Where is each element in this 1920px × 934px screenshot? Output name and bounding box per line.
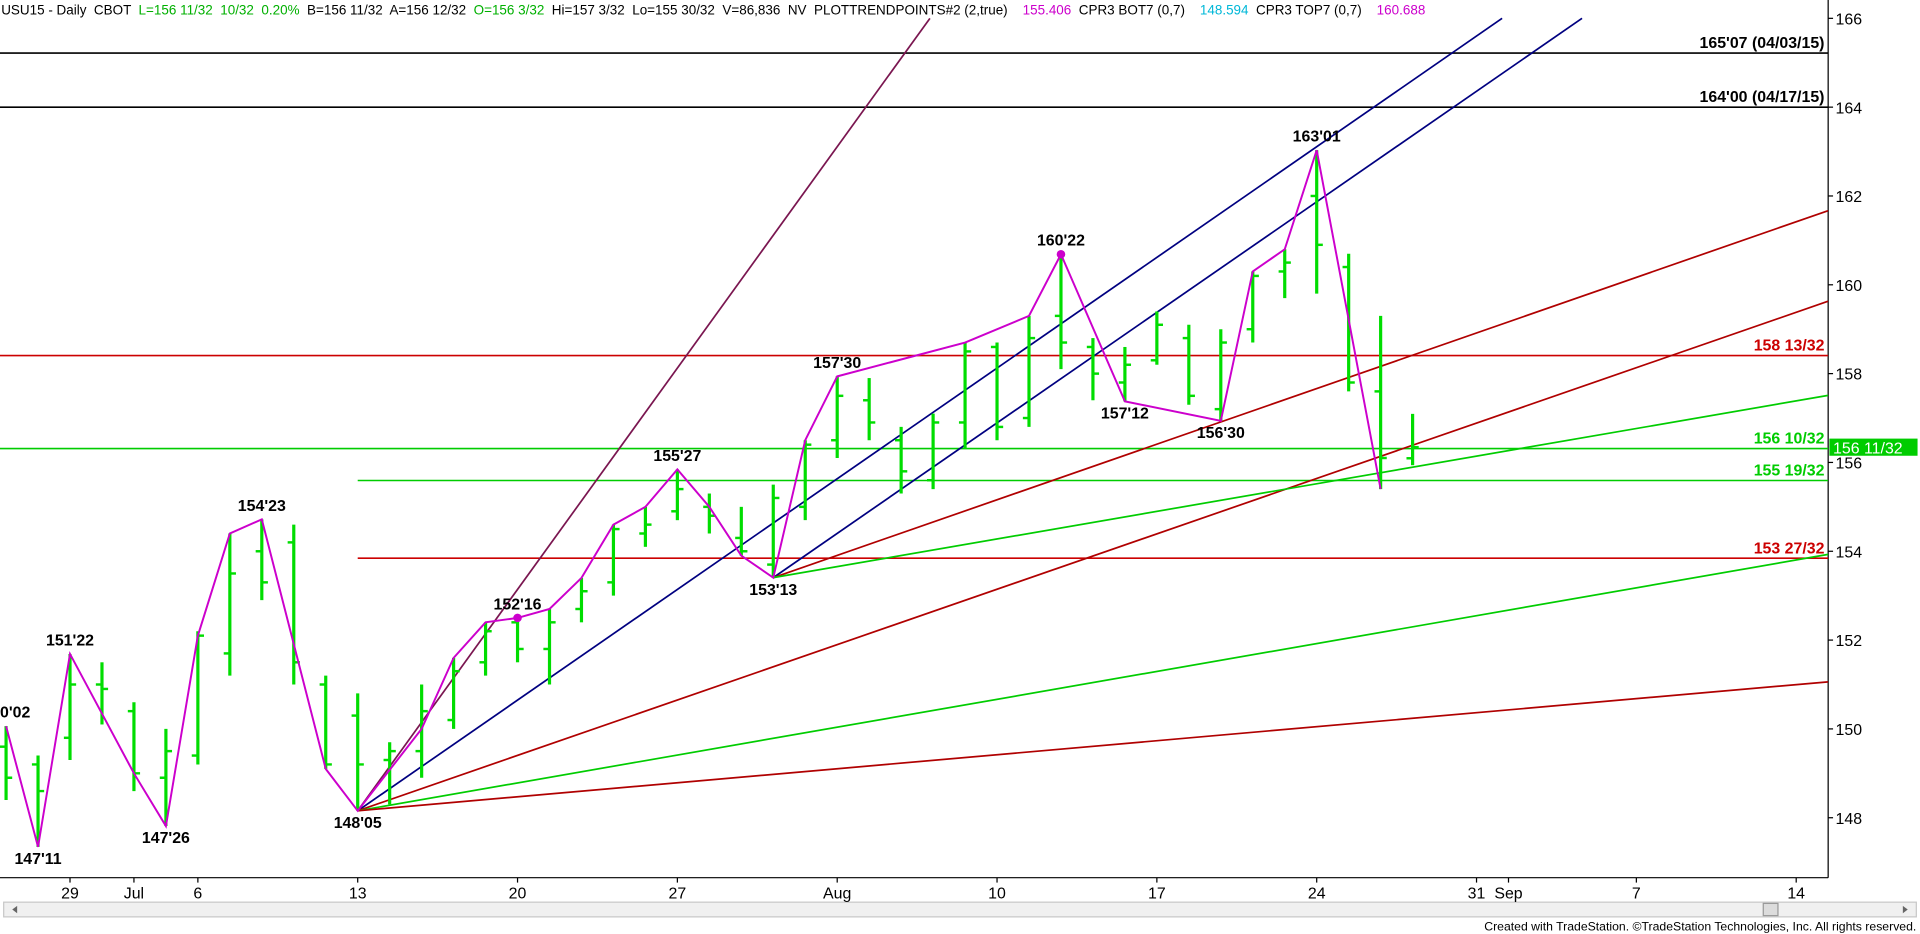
y-tick-label: 160 xyxy=(1836,278,1863,295)
level-label: 158 13/32 xyxy=(1754,338,1825,355)
y-tick-label: 162 xyxy=(1836,189,1863,206)
level-label: 155 19/32 xyxy=(1754,463,1825,480)
pivot-label: 152'16 xyxy=(494,596,542,613)
header-item: USU15 - Daily CBOT xyxy=(1,3,138,18)
scroll-right[interactable] xyxy=(1902,905,1908,914)
x-tick-label: 31 xyxy=(1468,886,1486,903)
trendline xyxy=(357,680,1829,812)
y-tick-label: 156 xyxy=(1836,456,1863,473)
pivot-label: 163'01 xyxy=(1293,129,1341,146)
level-label: 156 10/32 xyxy=(1754,431,1825,448)
header-item: 155.406 xyxy=(1023,3,1072,18)
pivot-label: 160'22 xyxy=(1037,233,1085,250)
y-tick-label: 150 xyxy=(1836,722,1863,739)
last-price-label: 156 11/32 xyxy=(1833,440,1903,457)
x-tick-label: 17 xyxy=(1148,886,1166,903)
header-item: 160.688 xyxy=(1377,3,1426,18)
pivot-label: 151'22 xyxy=(46,632,94,649)
scrollbar[interactable] xyxy=(3,901,1917,918)
x-tick-label: 10 xyxy=(988,886,1006,903)
x-tick-label: 13 xyxy=(349,886,367,903)
x-tick-label: 27 xyxy=(669,886,687,903)
pivot-label: 157'12 xyxy=(1101,406,1149,423)
x-tick-label: 7 xyxy=(1632,886,1641,903)
last-price-box xyxy=(1829,438,1918,456)
trendline xyxy=(772,209,1829,579)
pivot-label: 153'13 xyxy=(749,582,797,599)
y-tick-label: 148 xyxy=(1836,811,1863,828)
scroll-left[interactable] xyxy=(12,905,18,914)
x-tick-label: Aug xyxy=(823,886,851,903)
pivot-label: 155'27 xyxy=(653,448,701,465)
scroll-thumb[interactable] xyxy=(1762,902,1779,917)
plot-area xyxy=(0,17,1829,848)
x-tick-label: Jul xyxy=(124,886,144,903)
x-tick-label: 29 xyxy=(61,886,79,903)
header: USU15 - Daily CBOT L=156 11/32 10/32 0.2… xyxy=(1,3,1425,18)
x-tick-label: 20 xyxy=(509,886,527,903)
header-item: CPR3 TOP7 (0,7) xyxy=(1249,3,1377,18)
y-tick-label: 166 xyxy=(1836,11,1863,28)
y-tick-label: 154 xyxy=(1836,544,1863,561)
x-tick-label: 24 xyxy=(1308,886,1326,903)
header-item: CPR3 BOT7 (0,7) xyxy=(1071,3,1200,18)
pivot-label: 156'30 xyxy=(1197,425,1245,442)
pivot-label: 147'26 xyxy=(142,830,190,847)
header-item: 148.594 xyxy=(1200,3,1249,18)
pivot-marker xyxy=(1056,249,1066,259)
pivot-label: 157'30 xyxy=(813,355,861,372)
trendline xyxy=(772,17,1583,579)
x-tick-label: 6 xyxy=(193,886,202,903)
trendline xyxy=(357,300,1829,812)
pivot-label: 154'23 xyxy=(238,498,286,515)
header-item: L=156 11/32 10/32 0.20% xyxy=(139,3,307,18)
level-label: 165'07 (04/03/15) xyxy=(1700,35,1825,52)
y-tick-label: 164 xyxy=(1836,100,1863,117)
level-label: 153 27/32 xyxy=(1754,540,1825,557)
header-item: O=156 3/32 xyxy=(474,3,552,18)
header-item: Hi=157 3/32 Lo=155 30/32 V=86,836 NV PLO… xyxy=(552,3,1023,18)
x-tick-label: 14 xyxy=(1787,886,1805,903)
footer: Created with TradeStation. ©TradeStation… xyxy=(1484,919,1916,933)
pivot-label: 0'02 xyxy=(0,705,30,722)
pivot-marker xyxy=(513,613,522,623)
x-tick-label: Sep xyxy=(1494,886,1522,903)
pivot-label: 148'05 xyxy=(334,815,382,832)
y-tick-label: 158 xyxy=(1836,367,1863,384)
trendline xyxy=(357,553,1829,812)
trendline xyxy=(773,394,1829,579)
pivot-label: 147'11 xyxy=(14,851,61,868)
level-label: 164'00 (04/17/15) xyxy=(1700,89,1825,106)
zigzag-line xyxy=(5,149,1382,848)
header-item: B=156 11/32 A=156 12/32 xyxy=(307,3,474,18)
y-tick-label: 152 xyxy=(1836,633,1863,650)
